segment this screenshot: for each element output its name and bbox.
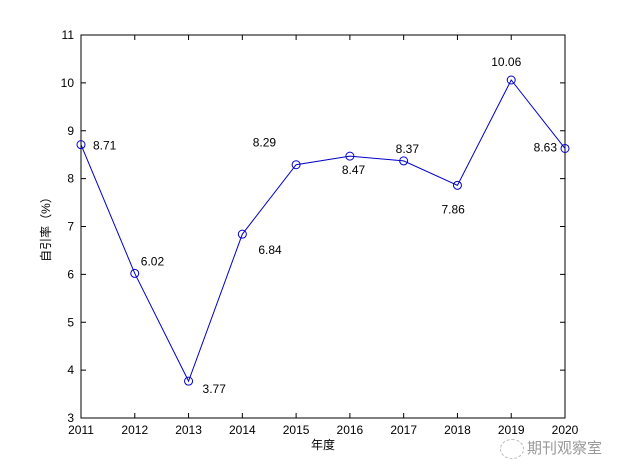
watermark: 期刊观察室	[500, 437, 602, 459]
y-tick-label: 5	[67, 315, 74, 329]
x-tick-label: 2016	[337, 423, 364, 437]
data-point	[237, 229, 247, 239]
y-tick-label: 4	[67, 363, 74, 377]
x-tick-label: 2013	[175, 423, 202, 437]
x-tick-label: 2017	[390, 423, 417, 437]
wechat-logo-icon	[500, 438, 524, 459]
data-point	[184, 376, 194, 386]
data-label: 3.77	[203, 382, 227, 396]
data-point	[130, 268, 140, 278]
watermark-text: 期刊观察室	[527, 439, 603, 457]
y-tick-label: 3	[67, 411, 74, 425]
data-point	[560, 143, 570, 153]
data-label: 8.29	[253, 136, 277, 150]
data-label: 8.37	[396, 142, 420, 156]
data-point	[506, 75, 516, 85]
x-tick-label: 2015	[283, 423, 310, 437]
x-axis-label: 年度	[311, 437, 335, 452]
x-tick-label: 2014	[229, 423, 256, 437]
x-tick-label: 2012	[121, 423, 148, 437]
data-label: 6.84	[258, 243, 282, 257]
y-tick-label: 7	[67, 220, 74, 234]
x-tick-label: 2018	[444, 423, 471, 437]
data-point	[291, 160, 301, 170]
y-tick-label: 10	[61, 76, 75, 90]
y-tick-label: 9	[67, 124, 74, 138]
y-tick-label: 11	[62, 28, 75, 42]
plot-area	[80, 34, 566, 419]
series-line	[80, 79, 566, 383]
data-point	[345, 151, 355, 161]
data-label: 8.71	[93, 139, 117, 153]
data-point	[399, 156, 409, 166]
data-point	[452, 180, 462, 190]
y-tick-label: 8	[67, 172, 74, 186]
data-label: 8.47	[342, 163, 366, 177]
x-tick-label: 2019	[498, 423, 525, 437]
data-label: 7.86	[441, 202, 465, 216]
data-label: 8.63	[534, 140, 558, 154]
data-label: 10.06	[491, 55, 521, 69]
data-point	[76, 140, 86, 150]
y-tick-label: 6	[67, 267, 74, 281]
x-tick-label: 2020	[552, 423, 579, 437]
x-tick-label: 2011	[68, 423, 94, 437]
y-axis-label: 自引率（%）	[38, 191, 53, 262]
data-label: 6.02	[141, 254, 165, 268]
